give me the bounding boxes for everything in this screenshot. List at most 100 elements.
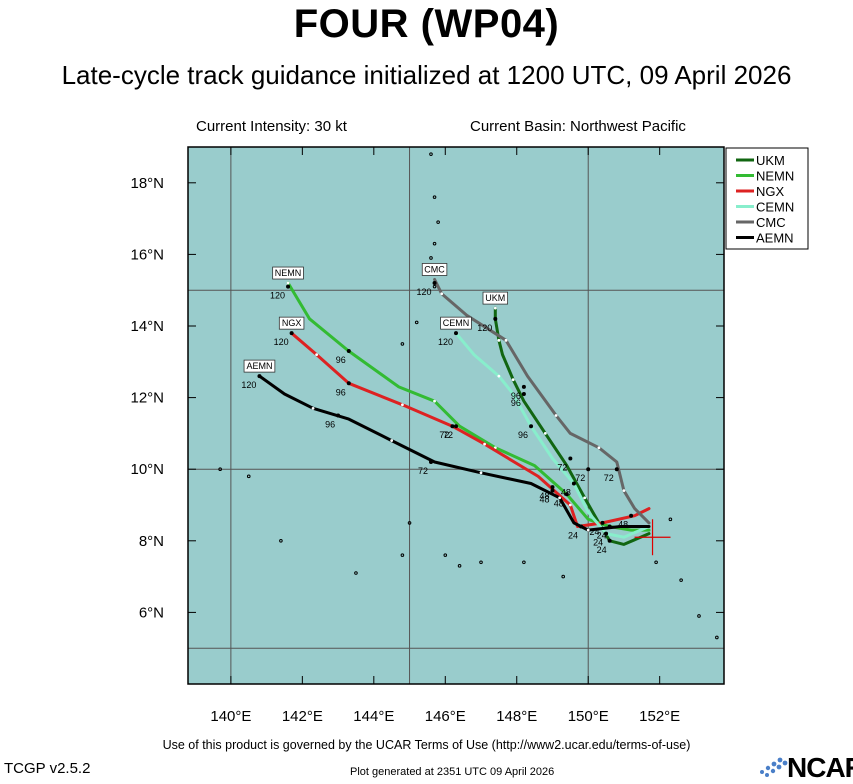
- end-label-nemn: NEMN: [275, 268, 302, 278]
- forecast-mark-label: 96: [511, 398, 521, 408]
- y-tick-label: 10°N: [130, 461, 164, 478]
- track-point: [558, 496, 562, 500]
- forecast-mark-dot: [450, 424, 455, 429]
- forecast-mark-dot: [586, 467, 591, 472]
- forecast-mark-label: 72: [418, 466, 428, 476]
- track-point: [286, 281, 290, 285]
- forecast-mark-dot: [521, 384, 526, 389]
- island: [400, 342, 405, 346]
- legend-label-cemn: CEMN: [756, 200, 794, 215]
- forecast-mark-dot: [571, 481, 576, 486]
- track-point: [597, 446, 601, 450]
- island: [429, 256, 433, 260]
- forecast-mark-label: 72: [443, 430, 453, 440]
- forecast-mark-dot: [286, 284, 291, 289]
- end-label-cemn: CEMN: [443, 318, 470, 328]
- island: [679, 578, 683, 582]
- legend-label-ukm: UKM: [756, 153, 785, 168]
- ocean-background: [188, 147, 724, 684]
- end-label-box: [482, 291, 509, 305]
- track-point: [479, 471, 483, 475]
- track-point: [504, 338, 508, 342]
- x-tick-label: 150°E: [568, 708, 609, 725]
- island: [354, 571, 358, 575]
- forecast-mark-label: 72: [575, 473, 585, 483]
- forecast-mark-label: 48: [539, 491, 549, 501]
- legend-label-aemn: AEMN: [756, 231, 794, 246]
- forecast-mark-dot: [346, 381, 351, 386]
- forecast-mark-dot: [604, 531, 609, 536]
- island: [429, 152, 433, 156]
- forecast-mark-label: 72: [557, 462, 567, 472]
- end-label-box: [278, 316, 305, 330]
- end-label-box: [440, 316, 472, 330]
- current-position-marker: [634, 519, 671, 556]
- island: [479, 560, 483, 565]
- track-point: [390, 439, 394, 442]
- ncar-logo-text: NCAR: [787, 752, 853, 783]
- plot-border: [187, 146, 725, 685]
- forecast-mark-dot: [454, 424, 458, 429]
- island-outlines: [218, 152, 719, 640]
- island: [436, 220, 440, 224]
- track-point: [586, 528, 590, 532]
- y-tick-label: 12°N: [130, 390, 164, 407]
- track-point: [554, 414, 558, 417]
- island: [457, 564, 462, 568]
- forecast-mark-dot: [257, 374, 262, 379]
- forecast-mark-dot: [579, 524, 584, 529]
- forecast-mark-label: 120: [241, 380, 256, 390]
- current-intensity: Current Intensity: 30 kt: [196, 118, 347, 135]
- forecast-mark-dot: [428, 460, 433, 465]
- island: [522, 560, 526, 565]
- forecast-mark-label: 120: [477, 323, 492, 333]
- track-point: [401, 403, 404, 407]
- track-point: [497, 374, 501, 378]
- track-point: [622, 489, 626, 493]
- y-tick-label: 8°N: [139, 533, 164, 550]
- x-tick-label: 152°E: [639, 708, 680, 725]
- track-cmc: [433, 278, 651, 525]
- forecast-hour-marks: 24 72 96 120 24 48 72 96 120 24 48 72 96 120 24 48 72 96 1…: [241, 281, 634, 555]
- forecast-mark-dot: [600, 520, 605, 525]
- forecast-mark-dot: [550, 485, 555, 490]
- y-tick-label: 6°N: [139, 604, 164, 621]
- forecast-mark-dot: [629, 513, 634, 518]
- forecast-mark-label: 72: [604, 473, 614, 483]
- forecast-mark-dot: [607, 538, 612, 543]
- forecast-mark-label: 48: [561, 488, 571, 498]
- chart-title: FOUR (WP04): [293, 2, 560, 46]
- y-tick-label: 14°N: [130, 318, 164, 335]
- legend-label-cmc: CMC: [756, 215, 786, 230]
- island: [432, 241, 437, 246]
- island: [654, 560, 658, 565]
- island: [218, 467, 222, 472]
- track-point: [497, 338, 501, 342]
- island: [432, 195, 437, 199]
- forecast-mark-label: 24: [597, 545, 607, 555]
- forecast-mark-label: 24: [589, 527, 599, 537]
- forecast-mark-label: 120: [270, 291, 285, 301]
- y-tick-label: 16°N: [130, 246, 164, 263]
- island: [697, 614, 701, 618]
- x-axis: 140°E 142°E 144°E 146°E 148°E 150°E 152°E: [210, 147, 680, 725]
- forecast-mark-label: 24: [568, 530, 578, 540]
- end-label-ukm: UKM: [485, 293, 505, 303]
- legend-label-nemn: NEMN: [756, 169, 794, 184]
- island: [715, 635, 719, 640]
- forecast-mark-label: 96: [511, 391, 521, 401]
- x-tick-label: 146°E: [425, 708, 466, 725]
- plot-frame: [187, 146, 725, 685]
- track-point: [568, 503, 572, 507]
- end-label-ngx: NGX: [282, 318, 302, 328]
- track-end-labels: NEMN NGX AEMN CMC UKM CEMN: [243, 263, 509, 373]
- end-label-box: [421, 263, 448, 276]
- forecast-mark-dot: [568, 456, 573, 461]
- end-label-box: [272, 266, 304, 280]
- forecast-mark-dot: [493, 316, 498, 321]
- track-point: [440, 292, 444, 296]
- forecast-mark-dot: [550, 488, 555, 493]
- x-tick-label: 144°E: [353, 708, 394, 725]
- end-label-cmc: CMC: [424, 264, 445, 274]
